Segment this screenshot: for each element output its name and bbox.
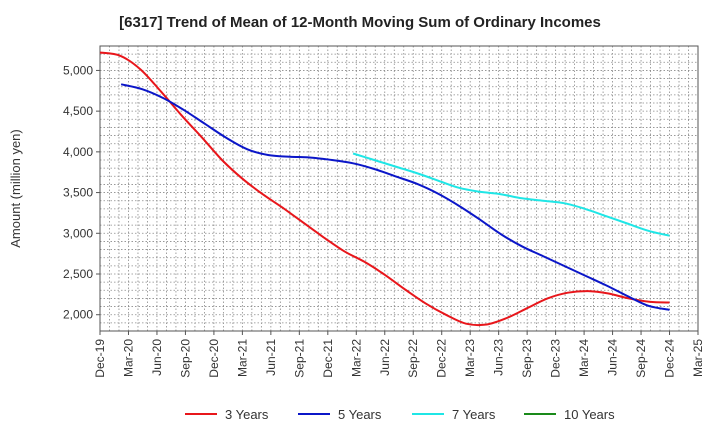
x-tick-label: Jun-23: [492, 339, 506, 376]
x-tick-label: Dec-24: [663, 339, 677, 378]
plot-area: [99, 45, 699, 332]
legend-label-7-years: 7 Years: [452, 407, 496, 422]
x-tick-label: Dec-23: [549, 339, 563, 378]
x-tick-label: Sep-21: [292, 339, 306, 378]
x-tick-label: Mar-21: [235, 339, 249, 377]
x-tick-label: Dec-19: [93, 339, 107, 378]
legend-label-10-years: 10 Years: [564, 407, 615, 422]
x-tick-label: Jun-21: [264, 339, 278, 376]
y-axis-title: Amount (million yen): [8, 129, 23, 248]
x-tick-label: Sep-20: [178, 339, 192, 378]
grid: [99, 45, 699, 332]
x-tick-label: Dec-21: [321, 339, 335, 378]
x-axis: Dec-19 Mar-20 Jun-20 Sep-20 Dec-20 Mar-21 Jun-…: [93, 331, 705, 378]
y-tick-label: 2,500: [63, 267, 93, 281]
y-axis: 2,000 2,500 3,000 3,500 4,000 4,500 5,000: [63, 63, 100, 322]
x-tick-label: Mar-22: [349, 339, 363, 377]
y-tick-label: 3,000: [63, 226, 93, 240]
x-tick-label: Sep-22: [406, 339, 420, 378]
y-tick-label: 5,000: [63, 63, 93, 77]
legend: 3 Years 5 Years 7 Years 10 Years: [185, 407, 615, 422]
x-tick-label: Mar-20: [121, 339, 135, 377]
x-tick-label: Dec-20: [207, 339, 221, 378]
y-tick-label: 4,500: [63, 104, 93, 118]
x-tick-label: Sep-23: [520, 339, 534, 378]
x-tick-label: Sep-24: [634, 339, 648, 378]
x-tick-label: Mar-25: [691, 339, 705, 377]
y-tick-label: 2,000: [63, 308, 93, 322]
series-line-3-years: [99, 51, 670, 327]
x-tick-label: Jun-20: [150, 339, 164, 376]
series-line-5-years: [120, 83, 670, 311]
x-tick-label: Dec-22: [435, 339, 449, 378]
y-tick-label: 4,000: [63, 145, 93, 159]
legend-label-5-years: 5 Years: [338, 407, 382, 422]
y-tick-label: 3,500: [63, 186, 93, 200]
x-tick-label: Mar-23: [463, 339, 477, 377]
series: [99, 51, 670, 327]
x-tick-label: Mar-24: [577, 339, 591, 377]
chart-title: [6317] Trend of Mean of 12-Month Moving …: [119, 14, 601, 31]
legend-label-3-years: 3 Years: [225, 407, 269, 422]
series-line-7-years: [352, 152, 670, 237]
x-tick-label: Jun-24: [606, 339, 620, 376]
x-tick-label: Jun-22: [378, 339, 392, 376]
